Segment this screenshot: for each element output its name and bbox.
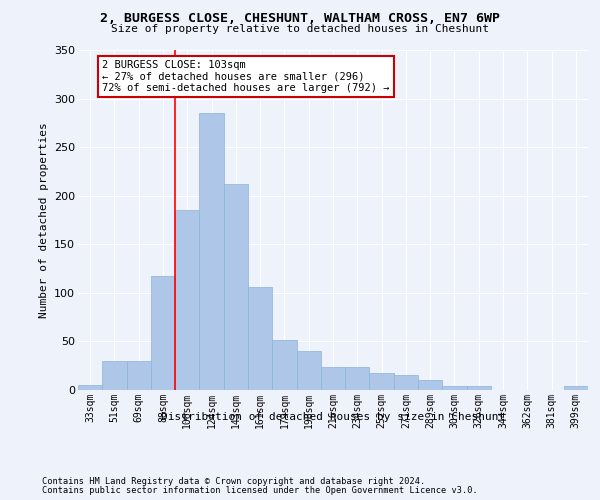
- Bar: [467, 386, 491, 390]
- Text: Contains public sector information licensed under the Open Government Licence v3: Contains public sector information licen…: [42, 486, 478, 495]
- Bar: [78, 385, 102, 390]
- Bar: [151, 276, 175, 390]
- Text: Size of property relative to detached houses in Cheshunt: Size of property relative to detached ho…: [111, 24, 489, 34]
- Bar: [321, 366, 345, 390]
- Bar: [102, 361, 127, 390]
- Bar: [370, 372, 394, 390]
- Text: 2, BURGESS CLOSE, CHESHUNT, WALTHAM CROSS, EN7 6WP: 2, BURGESS CLOSE, CHESHUNT, WALTHAM CROS…: [100, 12, 500, 24]
- Text: Contains HM Land Registry data © Crown copyright and database right 2024.: Contains HM Land Registry data © Crown c…: [42, 477, 425, 486]
- Bar: [272, 340, 296, 390]
- Text: 2 BURGESS CLOSE: 103sqm
← 27% of detached houses are smaller (296)
72% of semi-d: 2 BURGESS CLOSE: 103sqm ← 27% of detache…: [102, 60, 390, 93]
- Bar: [248, 287, 272, 390]
- Bar: [418, 380, 442, 390]
- Bar: [345, 366, 370, 390]
- Bar: [296, 351, 321, 390]
- Bar: [394, 376, 418, 390]
- Y-axis label: Number of detached properties: Number of detached properties: [38, 122, 49, 318]
- Bar: [199, 113, 224, 390]
- Text: Distribution of detached houses by size in Cheshunt: Distribution of detached houses by size …: [161, 412, 505, 422]
- Bar: [127, 361, 151, 390]
- Bar: [442, 386, 467, 390]
- Bar: [224, 184, 248, 390]
- Bar: [564, 386, 588, 390]
- Bar: [175, 210, 199, 390]
